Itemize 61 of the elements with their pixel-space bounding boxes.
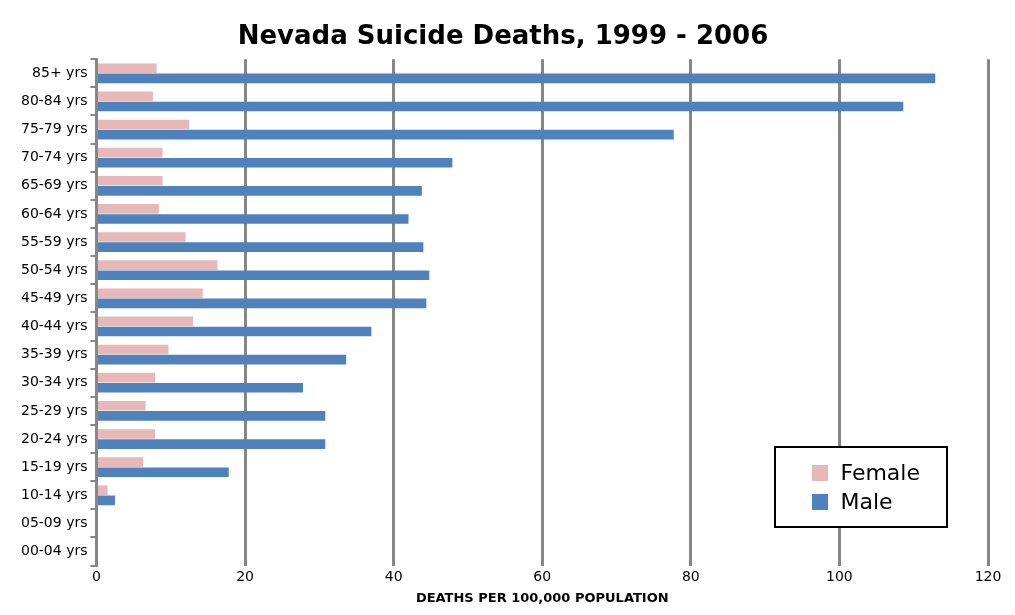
y-tick-label: 80-84 yrs	[21, 92, 88, 109]
y-tick-label: 15-19 yrs	[21, 457, 88, 474]
bar	[97, 400, 146, 411]
bar	[97, 119, 190, 130]
bar	[97, 354, 347, 365]
bar	[97, 63, 157, 74]
y-tick-label: 35-39 yrs	[21, 345, 88, 362]
bar	[97, 316, 194, 327]
bar	[97, 242, 424, 252]
bar	[97, 147, 163, 158]
y-tick-label: 40-44 yrs	[21, 317, 88, 334]
y-tick-label: 75-79 yrs	[21, 120, 88, 137]
legend-label: Female	[840, 460, 920, 485]
bar	[97, 91, 153, 102]
y-tick-label: 10-14 yrs	[21, 485, 88, 502]
x-tick-label: 40	[384, 567, 403, 584]
bar	[97, 175, 163, 186]
y-tick-label: 55-59 yrs	[21, 232, 88, 249]
bar	[97, 204, 159, 214]
x-axis-title: DEATHS PER 100,000 POPULATION	[415, 589, 669, 605]
bar	[97, 101, 904, 112]
bar	[97, 214, 409, 224]
bar	[97, 495, 116, 506]
bar	[97, 288, 203, 299]
chart-title: Nevada Suicide Deaths, 1999 - 2006	[237, 20, 769, 51]
bar	[97, 73, 936, 84]
x-tick-label: 0	[92, 567, 101, 584]
bar	[97, 326, 372, 337]
y-tick-label: 25-29 yrs	[21, 401, 88, 418]
y-tick-label: 85+ yrs	[32, 63, 88, 80]
bar	[97, 372, 156, 383]
bar	[97, 457, 144, 467]
y-tick-label: 65-69 yrs	[21, 176, 88, 193]
y-tick-label: 60-64 yrs	[21, 204, 88, 221]
y-tick-label: 30-34 yrs	[21, 373, 88, 390]
bar	[97, 485, 108, 496]
bar	[97, 467, 229, 478]
x-tick-label: 120	[974, 567, 1002, 584]
bar	[97, 429, 156, 439]
bar	[97, 186, 422, 196]
bar	[97, 270, 430, 281]
bar	[97, 157, 453, 168]
bar	[97, 439, 326, 449]
bar	[97, 298, 427, 309]
x-tick-label: 100	[826, 567, 853, 584]
bar	[97, 382, 304, 393]
bar	[97, 260, 218, 270]
bar	[97, 129, 674, 140]
x-tick-label: 20	[236, 567, 254, 584]
y-tick-label: 45-49 yrs	[21, 288, 88, 305]
y-tick-label: 70-74 yrs	[21, 148, 88, 165]
legend-label: Male	[840, 489, 893, 514]
y-tick-label: 05-09 yrs	[21, 514, 88, 531]
bar	[97, 232, 186, 242]
x-tick-label: 80	[681, 567, 700, 584]
y-tick-label: 00-04 yrs	[21, 542, 88, 559]
bar	[97, 344, 169, 355]
x-tick-label: 60	[533, 567, 552, 584]
y-tick-label: 20-24 yrs	[21, 429, 88, 446]
bar	[97, 411, 326, 421]
y-tick-label: 50-54 yrs	[21, 260, 88, 277]
